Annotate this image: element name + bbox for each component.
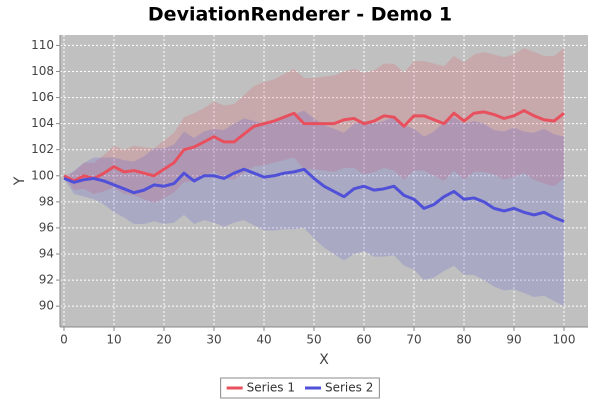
x-tick-label: 10: [106, 333, 121, 347]
legend-box: [220, 377, 380, 399]
y-tick-label: 102: [31, 142, 54, 156]
series-line: [63, 167, 565, 223]
x-tick-label: 100: [553, 333, 576, 347]
y-tick-label: 98: [39, 194, 54, 208]
lines: [63, 109, 565, 223]
x-tick-label: 50: [306, 333, 321, 347]
y-tick-label: 106: [31, 90, 54, 104]
x-tick-label: 60: [356, 333, 371, 347]
x-tick-label: 30: [206, 333, 221, 347]
legend: Series 1 Series 2: [220, 377, 380, 399]
x-axis-label: X: [319, 352, 329, 368]
y-tick-label: 92: [39, 273, 54, 287]
y-axis-label: Y: [12, 176, 28, 186]
x-tick-label: 80: [456, 333, 471, 347]
y-tick-label: 96: [39, 220, 54, 234]
y-tick-label: 94: [39, 247, 54, 261]
x-tick-label: 20: [156, 333, 171, 347]
x-tick-label: 40: [256, 333, 271, 347]
legend-label: Series 1: [247, 381, 295, 395]
x-tick-label: 90: [506, 333, 521, 347]
deviation-band: [64, 110, 564, 307]
y-tick-label: 100: [31, 168, 54, 182]
y-tick-label: 104: [31, 116, 54, 130]
y-tick-label: 108: [31, 64, 54, 78]
deviation-band: [64, 48, 564, 204]
bands: [64, 48, 564, 307]
chart-title: DeviationRenderer - Demo 1: [148, 4, 452, 26]
legend-label: Series 2: [325, 381, 373, 395]
y-tick-label: 110: [31, 38, 54, 52]
x-tick-label: 0: [60, 333, 68, 347]
y-tick-label: 90: [39, 299, 54, 313]
axes: 90 92 94 96 98 100 102 104 106 108 110 0 10 20 30 40 50 6…: [31, 35, 588, 347]
x-tick-label: 70: [406, 333, 421, 347]
series-line: [63, 109, 565, 183]
plot-area: [60, 35, 588, 327]
